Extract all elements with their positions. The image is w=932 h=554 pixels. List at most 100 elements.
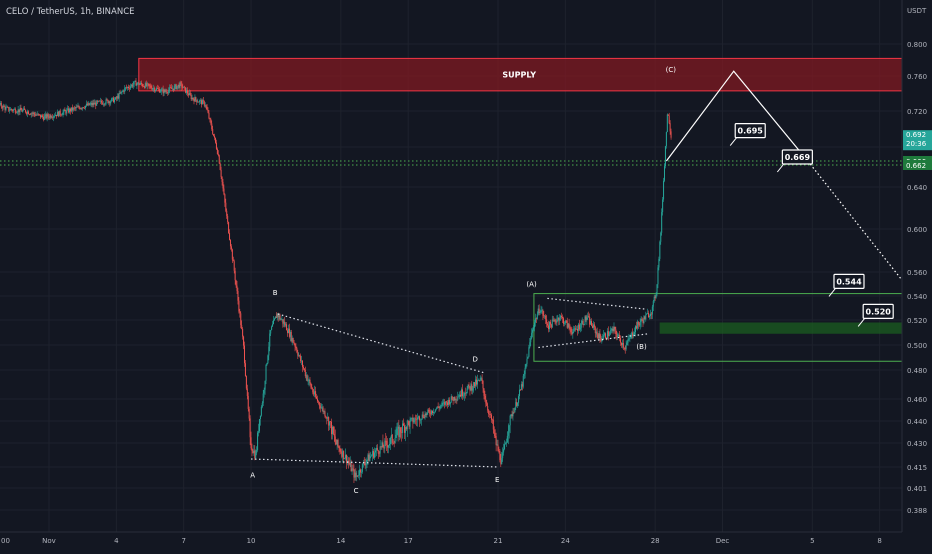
candle-body <box>27 111 29 115</box>
candle-body <box>594 327 596 334</box>
candle-body <box>131 84 133 87</box>
candle-body <box>99 100 101 102</box>
candle-body <box>320 407 322 409</box>
candle-body <box>349 462 351 465</box>
candle-body <box>556 319 558 323</box>
candle-body <box>461 389 463 397</box>
candle-body <box>472 388 474 391</box>
candle-body <box>670 131 672 138</box>
candle-body <box>645 314 647 320</box>
time-tick-label: 7 <box>181 537 185 545</box>
candle-body <box>288 328 290 337</box>
candle-body <box>65 110 67 114</box>
candle-body <box>154 87 156 91</box>
candle-body <box>665 132 667 147</box>
candle-body <box>64 109 66 111</box>
candle-body <box>572 331 574 335</box>
candle-body <box>241 325 243 329</box>
candle-body <box>97 100 99 102</box>
candle-body <box>538 308 540 314</box>
candle-body <box>462 395 464 397</box>
price-axis-background <box>902 0 932 550</box>
candle-body <box>323 411 325 412</box>
price-tick-label: 0.720 <box>907 108 927 116</box>
candle-body <box>235 280 237 286</box>
candle-body <box>619 334 621 339</box>
candle-body <box>233 261 235 271</box>
candle-body <box>652 301 654 307</box>
candle-body <box>136 83 138 86</box>
candle-body <box>432 412 434 414</box>
candle-body <box>646 313 648 315</box>
candle-body <box>209 118 211 120</box>
candle-body <box>625 344 627 350</box>
candle-body <box>451 396 453 400</box>
candle-body <box>59 110 61 115</box>
candle-body <box>90 103 92 105</box>
candle-body <box>603 334 605 339</box>
candle-body <box>295 346 297 349</box>
candle-body <box>443 402 445 403</box>
candle-body <box>195 97 197 100</box>
candle-body <box>7 106 9 108</box>
candle-body <box>470 384 472 391</box>
candle-body <box>29 114 31 115</box>
candle-body <box>457 397 459 400</box>
candle-body <box>512 412 514 417</box>
candle-body <box>109 101 111 104</box>
candle-body <box>48 116 50 118</box>
candle-body <box>310 383 312 388</box>
candle-body <box>597 334 599 339</box>
candle-body <box>186 90 188 93</box>
candle-body <box>487 405 489 411</box>
candle-body <box>659 241 661 259</box>
price-tick-label: 0.460 <box>907 396 927 404</box>
candle-body <box>22 110 24 112</box>
candle-body <box>287 328 289 333</box>
candle-body <box>324 411 326 417</box>
candle-body <box>328 417 330 426</box>
candle-body <box>425 413 427 416</box>
candle-body <box>471 384 473 391</box>
candle-body <box>41 115 43 118</box>
candle-body <box>159 91 161 93</box>
candle-body <box>120 91 122 94</box>
supply-zone-label: SUPPLY <box>502 71 536 80</box>
candle-body <box>611 328 613 331</box>
candle-body <box>11 108 13 110</box>
price-tick-label: 0.520 <box>907 317 927 325</box>
symbol-title: CELO / TetherUS, 1h, BINANCE <box>6 7 135 17</box>
candle-body <box>336 439 338 445</box>
candle-body <box>330 421 332 423</box>
candle-body <box>74 107 76 109</box>
candle-body <box>168 90 170 93</box>
candle-body <box>290 332 292 341</box>
candle-body <box>165 91 167 93</box>
candle-body <box>641 319 643 321</box>
candle-body <box>242 328 244 337</box>
candle-body <box>215 137 217 143</box>
candle-body <box>483 388 485 396</box>
candle-body <box>584 316 586 325</box>
candle-body <box>113 97 115 103</box>
candle-body <box>654 296 656 298</box>
candle-body <box>438 407 440 409</box>
candle-body <box>100 100 102 103</box>
candle-body <box>138 82 140 85</box>
candle-body <box>190 94 192 100</box>
candle-body <box>132 84 134 87</box>
time-tick-label: 8 <box>877 537 881 545</box>
time-axis[interactable]: 00Nov47101417212428Dec5812 <box>0 531 932 550</box>
candle-body <box>503 449 505 453</box>
candle-body <box>326 417 328 419</box>
candle-body <box>216 148 218 155</box>
candle-body <box>365 462 367 466</box>
candle-body <box>534 318 536 323</box>
price-axis[interactable]: 0.8000.7600.7200.6800.6400.6000.5600.540… <box>901 0 932 550</box>
candle-body <box>146 83 148 86</box>
candle-body <box>368 454 370 462</box>
candle-body <box>224 194 226 203</box>
candle-body <box>456 399 458 401</box>
